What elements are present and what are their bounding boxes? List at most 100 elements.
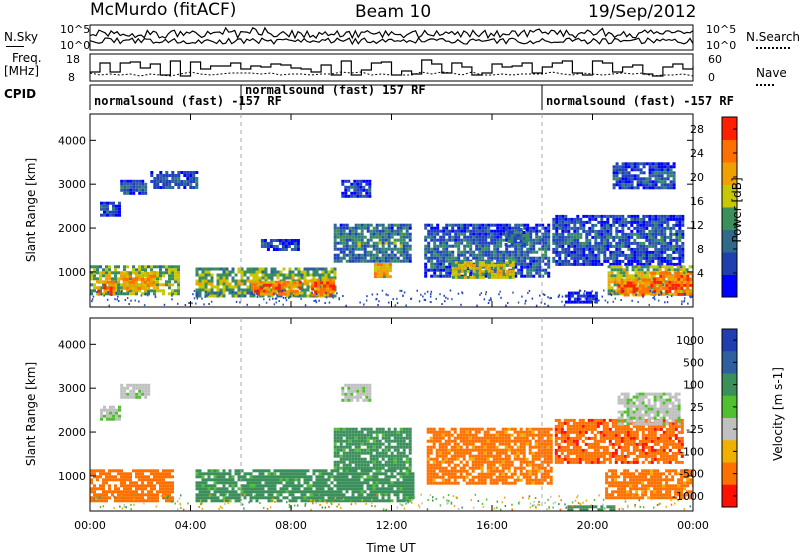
echo-cell xyxy=(472,256,476,260)
echo-cell xyxy=(369,490,373,494)
echo-cell xyxy=(333,445,337,449)
echo-cell xyxy=(451,260,455,264)
echo-cell xyxy=(588,229,592,233)
echo-cell xyxy=(624,165,628,169)
echo-cell xyxy=(475,247,479,251)
echo-cell xyxy=(219,288,223,292)
echo-cell xyxy=(201,288,205,292)
echo-cell xyxy=(635,293,637,296)
echo-cell xyxy=(111,271,114,275)
echo-cell xyxy=(252,496,256,500)
echo-cell xyxy=(433,262,437,266)
echo-cell xyxy=(597,247,601,251)
echo-cell xyxy=(348,457,352,461)
echo-cell xyxy=(112,207,115,211)
echo-cell xyxy=(666,174,670,178)
echo-cell xyxy=(350,389,354,393)
echo-cell xyxy=(457,238,461,242)
echo-cell xyxy=(348,226,352,230)
echo-cell xyxy=(564,214,568,218)
echo-cell xyxy=(663,217,667,221)
echo-cell xyxy=(478,232,482,236)
echo-cell xyxy=(279,499,283,503)
echo-cell xyxy=(639,168,643,172)
echo-cell xyxy=(360,259,364,263)
echo-cell xyxy=(213,472,217,476)
echo-cell xyxy=(326,281,330,285)
echo-cell xyxy=(648,174,652,178)
echo-cell xyxy=(261,294,265,298)
echo-cell xyxy=(100,411,103,415)
echo-cell xyxy=(345,484,349,488)
echo-cell xyxy=(603,214,607,218)
echo-cell xyxy=(201,499,205,503)
echo-cell xyxy=(529,226,533,230)
echo-cell xyxy=(366,460,370,464)
echo-cell xyxy=(102,268,105,272)
echo-cell xyxy=(327,478,331,482)
echo-cell xyxy=(511,275,515,279)
echo-cell xyxy=(345,469,349,473)
echo-cell xyxy=(511,272,515,276)
freq-bottom-tick: 8 xyxy=(68,71,75,84)
echo-cell xyxy=(351,241,355,245)
echo-cell xyxy=(555,232,559,236)
echo-cell xyxy=(585,253,589,257)
echo-cell xyxy=(270,472,274,476)
echo-cell xyxy=(442,256,446,260)
echo-cell xyxy=(287,239,291,242)
echo-cell xyxy=(648,241,652,245)
echo-cell xyxy=(399,232,403,236)
echo-cell xyxy=(144,386,148,390)
echo-cell xyxy=(117,292,120,296)
echo-cell xyxy=(430,268,434,272)
echo-cell xyxy=(333,439,337,443)
echo-cell xyxy=(408,259,412,263)
echo-cell xyxy=(597,214,601,218)
echo-cell xyxy=(376,275,380,279)
echo-cell xyxy=(123,484,126,488)
echo-cell xyxy=(356,389,360,393)
echo-cell xyxy=(405,496,409,500)
echo-cell xyxy=(654,165,658,169)
echo-cell xyxy=(662,277,666,281)
echo-cell xyxy=(138,383,142,387)
echo-cell xyxy=(387,496,391,500)
echo-cell xyxy=(663,250,667,254)
echo-cell xyxy=(564,229,568,233)
echo-cell xyxy=(621,168,625,172)
echo-cell xyxy=(469,253,473,257)
echo-cell xyxy=(156,490,159,494)
echo-cell xyxy=(589,301,591,304)
echo-cell xyxy=(96,469,99,473)
echo-cell xyxy=(672,162,676,166)
echo-cell xyxy=(267,472,271,476)
echo-cell xyxy=(387,436,391,440)
echo-cell xyxy=(405,304,407,307)
echo-cell xyxy=(159,472,162,476)
echo-cell xyxy=(660,177,664,181)
echo-cell xyxy=(243,475,247,479)
echo-cell xyxy=(651,250,655,254)
echo-cell xyxy=(156,283,159,287)
echo-cell xyxy=(333,276,337,280)
echo-cell xyxy=(642,177,646,181)
echo-cell xyxy=(567,223,571,227)
echo-cell xyxy=(207,475,211,479)
echo-cell xyxy=(256,286,260,290)
echo-cell xyxy=(460,260,464,264)
echo-cell xyxy=(129,395,133,399)
echo-cell xyxy=(619,265,623,269)
echo-cell xyxy=(597,256,601,260)
echo-cell xyxy=(594,217,598,221)
echo-cell xyxy=(353,386,357,390)
echo-cell xyxy=(339,427,343,431)
echo-cell xyxy=(517,223,521,227)
echo-cell xyxy=(246,285,250,289)
echo-cell xyxy=(675,220,679,224)
echo-cell xyxy=(475,275,479,279)
echo-cell xyxy=(475,232,479,236)
echo-cell xyxy=(408,475,412,479)
echo-cell xyxy=(204,481,208,485)
echo-cell xyxy=(463,269,467,273)
